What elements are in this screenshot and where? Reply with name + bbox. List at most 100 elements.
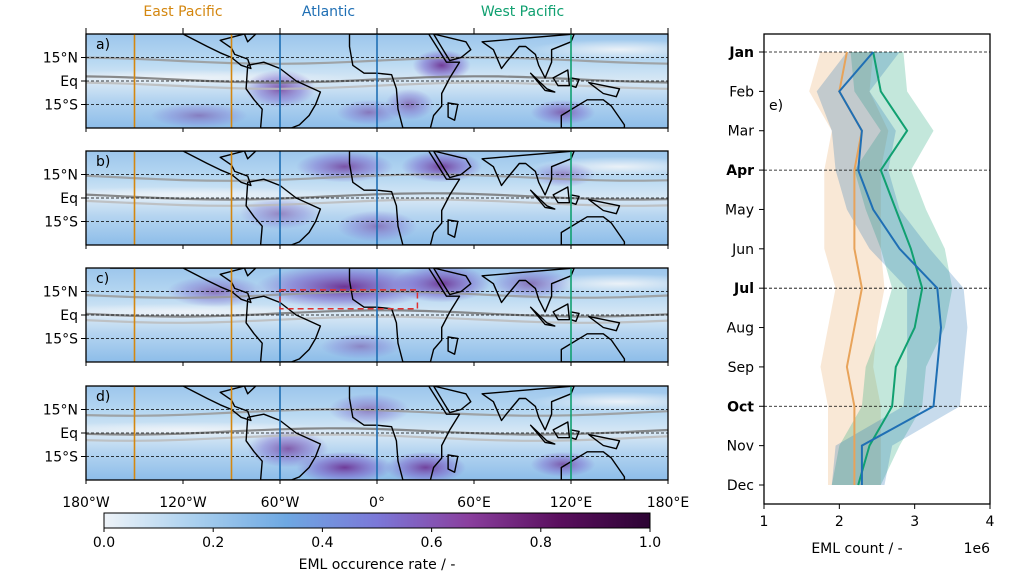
y-tick-label: Nov bbox=[727, 439, 754, 455]
x-tick-label: 4 bbox=[986, 514, 995, 530]
y-tick-label: Apr bbox=[726, 163, 754, 179]
coastline bbox=[245, 295, 322, 362]
occurrence-blob bbox=[320, 333, 402, 359]
colorbar-tick-label: 0.8 bbox=[530, 535, 552, 551]
map-content bbox=[86, 151, 668, 245]
y-tick-label: Dec bbox=[727, 478, 754, 494]
map-content bbox=[86, 34, 668, 128]
colorbar-tick-label: 0.0 bbox=[93, 535, 115, 551]
lon-tick-label: 60°W bbox=[261, 495, 300, 511]
uncertainty-band bbox=[816, 52, 968, 485]
coastline bbox=[481, 151, 575, 196]
uncertainty-band bbox=[831, 52, 953, 485]
lat-tick-label: 15°S bbox=[44, 98, 78, 114]
colorbar: 0.0 0.2 0.4 0.6 0.8 1.0 EML occurence rate / - bbox=[93, 512, 661, 573]
lat-tick-label: 15°N bbox=[43, 403, 78, 419]
uncertainty-band bbox=[809, 52, 889, 485]
coastline bbox=[109, 268, 257, 304]
panel-label-e: e) bbox=[769, 98, 783, 114]
lat-tick-label: 15°S bbox=[44, 450, 78, 466]
region-header-west-pacific: West Pacific bbox=[481, 4, 564, 20]
map-panel-3: c) 15°N Eq 15°S bbox=[43, 267, 669, 366]
series-line bbox=[838, 51, 943, 485]
coastline bbox=[552, 69, 571, 87]
map-panel-1: a) 15°N Eq 15°S bbox=[43, 33, 669, 132]
coastline bbox=[481, 386, 575, 431]
occurrence-blob bbox=[530, 99, 596, 125]
occurrence-blob bbox=[385, 451, 466, 480]
coastline bbox=[560, 216, 626, 245]
lon-tick-label: 120°W bbox=[159, 495, 207, 511]
panel-label: a) bbox=[96, 37, 110, 53]
coastline bbox=[529, 306, 556, 327]
region-headers: East Pacific Atlantic West Pacific bbox=[85, 4, 669, 34]
occurrence-blob bbox=[336, 99, 402, 125]
lat-tick-label: 15°N bbox=[43, 168, 78, 184]
light-patch bbox=[529, 39, 668, 60]
occurrence-blob bbox=[166, 275, 264, 308]
coastline bbox=[560, 333, 626, 362]
lon-tick-label: 120°E bbox=[550, 495, 593, 511]
y-tick-label: Mar bbox=[728, 124, 755, 140]
x-tick-label: 3 bbox=[910, 514, 919, 530]
coastline bbox=[529, 424, 556, 445]
chart-frame bbox=[763, 33, 991, 505]
map-content bbox=[86, 386, 668, 480]
y-tick-label: May bbox=[725, 202, 754, 218]
coastline bbox=[481, 34, 575, 79]
lon-tick-label: 180°W bbox=[62, 495, 110, 511]
monthly-line-chart: Jan Feb Mar Apr May Jun Jul Aug Sep Oct Nov Dec 1 2 3 4… bbox=[725, 33, 995, 557]
lat-tick-label: 15°S bbox=[44, 215, 78, 231]
colorbar-label: EML occurence rate / - bbox=[299, 557, 456, 573]
panel-label: b) bbox=[96, 154, 110, 170]
coastline bbox=[447, 336, 459, 355]
highlight-box bbox=[279, 289, 419, 310]
x-tick-label: 1 bbox=[760, 514, 769, 530]
colorbar-tick-label: 0.2 bbox=[202, 535, 224, 551]
coastline bbox=[552, 303, 571, 321]
panel-label: c) bbox=[96, 271, 109, 287]
coastline bbox=[447, 219, 459, 238]
lon-tick-label: 0° bbox=[369, 495, 385, 511]
coastline bbox=[109, 34, 257, 70]
lat-tick-label: Eq bbox=[60, 426, 78, 442]
lat-tick-label: 15°N bbox=[43, 51, 78, 67]
coastline bbox=[588, 315, 621, 332]
lat-tick-label: Eq bbox=[60, 74, 78, 90]
coastline bbox=[109, 386, 257, 422]
y-tick-label: Aug bbox=[727, 321, 754, 337]
colorbar-tick-label: 0.4 bbox=[311, 535, 333, 551]
x-axis-multiplier: 1e6 bbox=[964, 541, 991, 557]
coastline bbox=[109, 151, 257, 187]
coastline bbox=[560, 451, 626, 480]
y-tick-label: Jan bbox=[728, 45, 754, 61]
x-tick-label: 2 bbox=[835, 514, 844, 530]
coastline bbox=[552, 421, 571, 439]
lat-tick-label: 15°N bbox=[43, 285, 78, 301]
region-header-east-pacific: East Pacific bbox=[143, 4, 222, 20]
lon-tick-label: 180°E bbox=[647, 495, 690, 511]
coastline bbox=[552, 186, 571, 204]
series-line bbox=[857, 51, 924, 486]
coastline bbox=[447, 454, 459, 473]
colorbar-tick-label: 0.6 bbox=[420, 535, 442, 551]
coastline bbox=[245, 413, 322, 480]
occurrence-blob bbox=[150, 102, 248, 128]
panel-label: d) bbox=[96, 389, 110, 405]
colorbar-tick-label: 1.0 bbox=[639, 535, 661, 551]
coastline bbox=[588, 81, 621, 98]
coastline bbox=[588, 433, 621, 450]
lon-tick-label: 60°E bbox=[457, 495, 491, 511]
lat-tick-label: Eq bbox=[60, 308, 78, 324]
coastline bbox=[447, 102, 459, 121]
occurrence-blob bbox=[247, 429, 329, 468]
coastline bbox=[529, 72, 556, 93]
map-panel-2: b) 15°N Eq 15°S bbox=[43, 150, 669, 249]
colorbar-bar bbox=[103, 512, 651, 529]
map-panel-4: d) 15°N Eq 15°S bbox=[43, 385, 669, 484]
y-tick-label: Feb bbox=[729, 84, 754, 100]
x-axis-label: EML count / - bbox=[811, 541, 902, 557]
occurrence-blob bbox=[530, 451, 596, 477]
y-tick-label: Sep bbox=[728, 360, 755, 376]
